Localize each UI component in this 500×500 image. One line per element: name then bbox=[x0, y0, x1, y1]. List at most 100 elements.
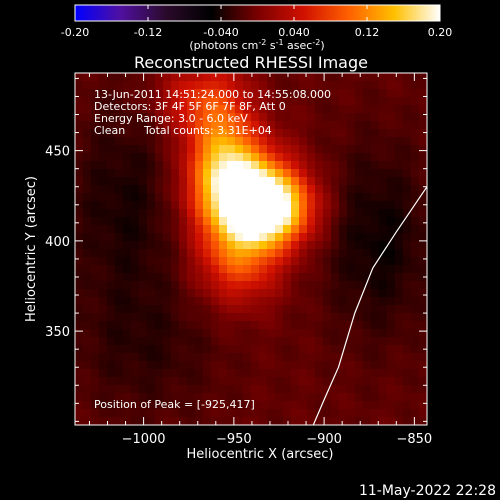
heatmap-cell bbox=[131, 73, 140, 82]
y-tick-label: 350 bbox=[45, 325, 70, 340]
heatmap-cell bbox=[171, 249, 180, 258]
heatmap-cell bbox=[227, 313, 236, 322]
heatmap-cell bbox=[187, 305, 196, 314]
heatmap-cell bbox=[251, 177, 260, 186]
heatmap-cell bbox=[323, 89, 332, 98]
heatmap-cell bbox=[371, 97, 380, 106]
heatmap-cell bbox=[347, 89, 356, 98]
heatmap-cell bbox=[99, 201, 108, 210]
heatmap-cell bbox=[123, 153, 132, 162]
heatmap-cell bbox=[299, 297, 308, 306]
heatmap-cell bbox=[371, 417, 380, 425]
heatmap-cell bbox=[275, 201, 284, 210]
heatmap-cell bbox=[411, 353, 420, 362]
heatmap-cell bbox=[139, 273, 148, 282]
heatmap-cell bbox=[219, 201, 228, 210]
heatmap-cell bbox=[307, 193, 316, 202]
heatmap-cell bbox=[115, 305, 124, 314]
heatmap-cell bbox=[355, 145, 364, 154]
heatmap-cell bbox=[259, 145, 268, 154]
heatmap-cell bbox=[347, 361, 356, 370]
heatmap-cell bbox=[411, 153, 420, 162]
heatmap-cell bbox=[291, 281, 300, 290]
heatmap-cell bbox=[267, 369, 276, 378]
heatmap-cell bbox=[179, 353, 188, 362]
heatmap-cell bbox=[83, 169, 92, 178]
heatmap-cell bbox=[115, 193, 124, 202]
heatmap-cell bbox=[75, 233, 84, 242]
heatmap-cell bbox=[259, 273, 268, 282]
heatmap-cell bbox=[107, 273, 116, 282]
heatmap-cell bbox=[339, 409, 348, 418]
heatmap-cell bbox=[251, 417, 260, 425]
heatmap-cell bbox=[163, 257, 172, 266]
heatmap-cell bbox=[387, 353, 396, 362]
heatmap-cell bbox=[355, 233, 364, 242]
heatmap-cell bbox=[363, 105, 372, 114]
heatmap-cell bbox=[403, 89, 412, 98]
heatmap-cell bbox=[307, 89, 316, 98]
heatmap-cell bbox=[115, 409, 124, 418]
heatmap-cell bbox=[259, 353, 268, 362]
heatmap-cell bbox=[155, 353, 164, 362]
heatmap-cell bbox=[419, 241, 427, 250]
heatmap-cell bbox=[283, 121, 292, 130]
heatmap-cell bbox=[315, 97, 324, 106]
heatmap-cell bbox=[291, 137, 300, 146]
heatmap-cell bbox=[179, 81, 188, 90]
heatmap-cell bbox=[187, 73, 196, 82]
heatmap-cell bbox=[323, 121, 332, 130]
heatmap-cell bbox=[307, 321, 316, 330]
heatmap-cell bbox=[203, 297, 212, 306]
colorbar-tick-label: -0.040 bbox=[203, 26, 238, 39]
heatmap-cell bbox=[387, 121, 396, 130]
heatmap-cell bbox=[147, 321, 156, 330]
heatmap-cell bbox=[243, 273, 252, 282]
heatmap-cell bbox=[355, 97, 364, 106]
heatmap-cell bbox=[139, 113, 148, 122]
heatmap-cell bbox=[403, 217, 412, 226]
heatmap-cell bbox=[75, 249, 84, 258]
heatmap-cell bbox=[99, 153, 108, 162]
heatmap-cell bbox=[195, 409, 204, 418]
heatmap-cell bbox=[251, 153, 260, 162]
heatmap-cell bbox=[187, 297, 196, 306]
heatmap-cell bbox=[267, 305, 276, 314]
heatmap-cell bbox=[75, 113, 84, 122]
heatmap-cell bbox=[419, 393, 427, 402]
heatmap-cell bbox=[243, 113, 252, 122]
heatmap-cell bbox=[115, 321, 124, 330]
heatmap-cell bbox=[299, 193, 308, 202]
heatmap-cell bbox=[355, 177, 364, 186]
heatmap-cell bbox=[371, 217, 380, 226]
heatmap-cell bbox=[371, 345, 380, 354]
heatmap-cell bbox=[139, 145, 148, 154]
heatmap-cell bbox=[371, 113, 380, 122]
heatmap-cell bbox=[99, 353, 108, 362]
heatmap-cell bbox=[107, 329, 116, 338]
heatmap-cell bbox=[259, 257, 268, 266]
heatmap-cell bbox=[123, 249, 132, 258]
heatmap-cell bbox=[363, 393, 372, 402]
heatmap-cell bbox=[331, 193, 340, 202]
heatmap-cell bbox=[163, 193, 172, 202]
heatmap-cell bbox=[307, 241, 316, 250]
heatmap-cell bbox=[355, 249, 364, 258]
heatmap-cell bbox=[339, 217, 348, 226]
heatmap-cell bbox=[147, 377, 156, 386]
heatmap-cell bbox=[355, 113, 364, 122]
heatmap-cell bbox=[163, 409, 172, 418]
heatmap-cell bbox=[131, 297, 140, 306]
heatmap-cell bbox=[259, 169, 268, 178]
heatmap-cell bbox=[131, 241, 140, 250]
heatmap-cell bbox=[179, 385, 188, 394]
heatmap-cell bbox=[387, 369, 396, 378]
heatmap-cell bbox=[203, 153, 212, 162]
heatmap-cell bbox=[371, 361, 380, 370]
heatmap-cell bbox=[307, 337, 316, 346]
heatmap-cell bbox=[411, 233, 420, 242]
heatmap-cell bbox=[235, 113, 244, 122]
heatmap-cell bbox=[147, 121, 156, 130]
heatmap-cell bbox=[379, 185, 388, 194]
heatmap-cell bbox=[123, 185, 132, 194]
